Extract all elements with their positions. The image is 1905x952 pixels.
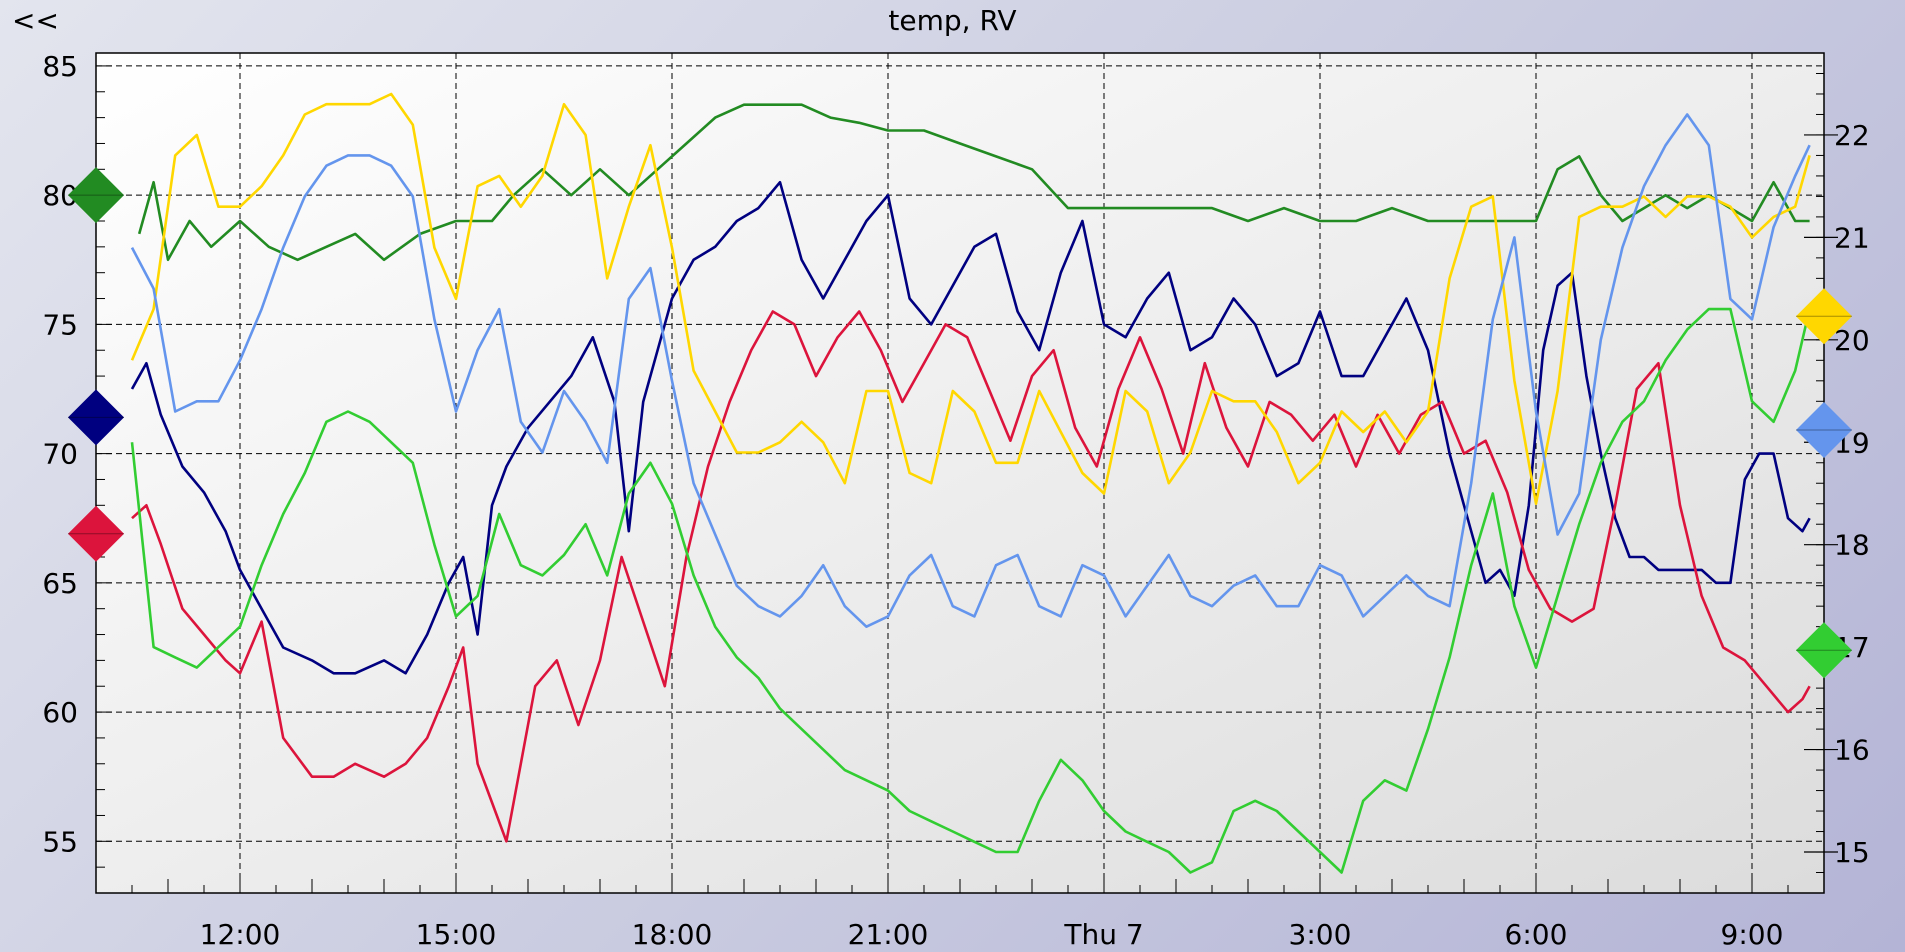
right-axis-marker-diamond bbox=[1796, 401, 1852, 458]
chart-title: temp, RV bbox=[888, 4, 1017, 37]
series-line-5 bbox=[130, 113, 1811, 629]
right-axis-marker-diamond bbox=[1796, 288, 1852, 345]
y-left-tick-label: 60 bbox=[42, 696, 78, 729]
series-line-4 bbox=[130, 92, 1811, 506]
right-axis-marker-diamond bbox=[1796, 622, 1852, 679]
series-line-6 bbox=[130, 307, 1811, 874]
x-tick-label: 21:00 bbox=[848, 918, 929, 951]
x-tick-label: 18:00 bbox=[632, 918, 713, 951]
y-left-tick-label: 85 bbox=[42, 50, 78, 83]
back-button[interactable]: << bbox=[12, 4, 59, 37]
y-right-tick-label: 21 bbox=[1834, 221, 1870, 254]
y-right-tick-label: 22 bbox=[1834, 119, 1870, 152]
x-tick-label: 9:00 bbox=[1721, 918, 1784, 951]
x-tick-label: 15:00 bbox=[416, 918, 497, 951]
y-left-tick-label: 75 bbox=[42, 308, 78, 341]
series-line-1 bbox=[137, 103, 1810, 262]
y-right-tick-label: 20 bbox=[1834, 324, 1870, 357]
y-left-tick-label: 55 bbox=[42, 825, 78, 858]
series-line-3 bbox=[131, 310, 1811, 843]
x-tick-label: 12:00 bbox=[200, 918, 281, 951]
left-axis-marker-diamond bbox=[68, 505, 124, 562]
y-right-tick-label: 18 bbox=[1834, 529, 1870, 562]
x-tick-label: 3:00 bbox=[1289, 918, 1352, 951]
y-right-tick-label: 15 bbox=[1834, 836, 1870, 869]
y-left-tick-label: 70 bbox=[42, 438, 78, 471]
series-line-2 bbox=[130, 180, 1811, 675]
y-left-tick-label: 65 bbox=[42, 567, 78, 600]
left-axis-marker-diamond bbox=[68, 389, 124, 446]
x-tick-label: Thu 7 bbox=[1063, 918, 1143, 951]
plot-area bbox=[95, 52, 1825, 894]
y-right-tick-label: 16 bbox=[1834, 734, 1870, 767]
x-tick-label: 6:00 bbox=[1505, 918, 1568, 951]
left-axis-marker-diamond bbox=[68, 167, 124, 224]
